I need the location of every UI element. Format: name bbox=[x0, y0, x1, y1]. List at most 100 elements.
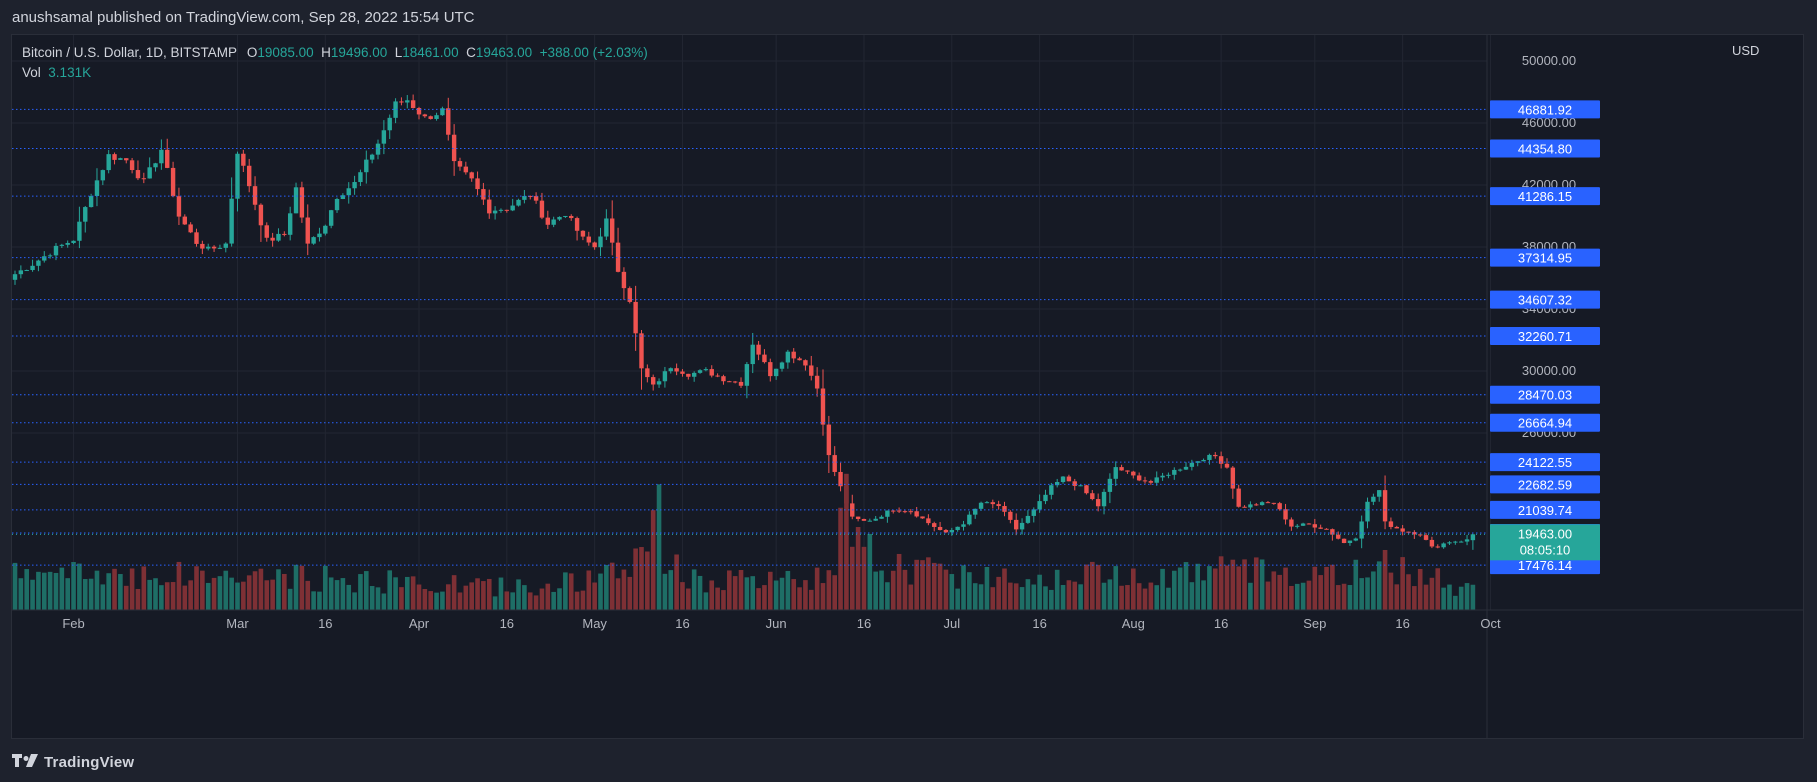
candle-body bbox=[83, 207, 88, 222]
volume-bar bbox=[1019, 587, 1025, 610]
candle-body bbox=[200, 243, 205, 249]
volume-bar bbox=[375, 587, 381, 610]
volume-bar bbox=[1441, 587, 1446, 610]
candle-body bbox=[732, 381, 738, 383]
candle-body bbox=[615, 242, 621, 272]
candle-body bbox=[194, 232, 199, 244]
volume-bar bbox=[797, 587, 802, 610]
candle-body bbox=[1429, 539, 1435, 547]
candle-body bbox=[141, 178, 147, 180]
candle-body bbox=[768, 362, 773, 377]
candle-body bbox=[580, 230, 586, 237]
candle-body bbox=[1031, 509, 1036, 516]
candle-body bbox=[639, 333, 644, 369]
candle-body bbox=[984, 502, 990, 504]
volume-bar bbox=[592, 582, 597, 610]
volume-label[interactable]: Vol bbox=[22, 65, 41, 80]
volume-bar bbox=[1253, 557, 1259, 610]
candle-body bbox=[1400, 528, 1405, 532]
candle-body bbox=[1418, 534, 1423, 536]
volume-bar bbox=[609, 562, 615, 610]
volume-bar bbox=[352, 592, 357, 610]
volume-bar bbox=[896, 553, 902, 610]
volume-bar bbox=[527, 592, 533, 610]
volume-bar bbox=[65, 578, 70, 610]
time-axis-label: 16 bbox=[500, 616, 514, 631]
candle-body bbox=[410, 100, 416, 109]
candle-body bbox=[124, 158, 129, 161]
candle-body bbox=[18, 270, 24, 275]
candle-body bbox=[1043, 494, 1048, 502]
volume-bar bbox=[1335, 585, 1341, 610]
candle-body bbox=[1230, 467, 1236, 489]
symbol-title[interactable]: Bitcoin / U.S. Dollar, 1D, BITSTAMP bbox=[22, 45, 238, 60]
volume-bar bbox=[241, 581, 246, 610]
volume-bar bbox=[668, 570, 674, 610]
volume-bar bbox=[77, 563, 82, 610]
volume-bar bbox=[457, 592, 463, 610]
volume-bar bbox=[984, 567, 990, 610]
candle-body bbox=[323, 225, 328, 234]
volume-bar bbox=[364, 571, 369, 610]
volume-bar bbox=[53, 572, 59, 610]
volume-bar bbox=[656, 484, 662, 610]
time-axis-label: May bbox=[582, 616, 607, 631]
candle-body bbox=[1318, 527, 1323, 529]
candle-body bbox=[1435, 546, 1440, 548]
volume-bar bbox=[36, 571, 41, 610]
volume-bar bbox=[674, 554, 679, 610]
volume-bar bbox=[990, 587, 996, 610]
volume-bar bbox=[645, 551, 650, 610]
candle-body bbox=[1312, 524, 1318, 528]
candle-body bbox=[1113, 467, 1118, 479]
candle-body bbox=[416, 108, 422, 115]
volume-bar bbox=[1382, 549, 1388, 610]
candle-body bbox=[1377, 490, 1382, 497]
volume-bar bbox=[908, 584, 914, 610]
candle-body bbox=[1084, 485, 1089, 494]
candle-body bbox=[955, 526, 960, 531]
volume-bar bbox=[504, 591, 510, 610]
price-level-label: 46881.92 bbox=[1518, 102, 1572, 117]
volume-bar bbox=[1119, 585, 1124, 610]
candle-body bbox=[668, 368, 673, 372]
price-level-label: 32260.71 bbox=[1518, 329, 1572, 344]
volume-bar bbox=[1359, 578, 1364, 610]
volume-bar bbox=[182, 585, 188, 610]
candle-body bbox=[721, 376, 726, 382]
last-price-label: 19463.00 bbox=[1518, 526, 1572, 541]
candle-body bbox=[235, 153, 240, 199]
candle-body bbox=[1019, 522, 1025, 530]
candle-body bbox=[346, 188, 351, 196]
price-level-badge bbox=[1490, 385, 1600, 404]
volume-bar bbox=[88, 578, 94, 610]
volume-bar bbox=[264, 580, 270, 610]
candle-body bbox=[1388, 521, 1394, 527]
volume-bar bbox=[1277, 574, 1282, 610]
candle-body bbox=[785, 351, 791, 363]
volume-value: 3.131K bbox=[48, 65, 92, 80]
candlestick-chart[interactable]: 50000.0046000.0042000.0038000.0034000.00… bbox=[12, 35, 1804, 739]
candle-body bbox=[53, 245, 59, 256]
volume-bar bbox=[1107, 579, 1113, 610]
ohlc-row: Bitcoin / U.S. Dollar, 1D, BITSTAMP O190… bbox=[22, 45, 648, 60]
volume-bar bbox=[510, 592, 515, 610]
candle-body bbox=[446, 108, 451, 135]
volume-bar bbox=[715, 587, 720, 610]
price-tick-label: 46000.00 bbox=[1522, 115, 1576, 130]
volume-bar bbox=[1365, 577, 1370, 610]
candle-body bbox=[1160, 475, 1165, 478]
attribution-text: anushsamal published on TradingView.com,… bbox=[12, 9, 475, 26]
currency-label[interactable]: USD bbox=[1732, 43, 1760, 58]
candle-body bbox=[557, 216, 562, 220]
last-price-badge bbox=[1490, 524, 1600, 561]
candle-body bbox=[586, 236, 591, 243]
candle-body bbox=[551, 219, 556, 225]
candle-body bbox=[1177, 469, 1183, 471]
volume-bar bbox=[112, 568, 117, 610]
chart-pane[interactable]: 50000.0046000.0042000.0038000.0034000.00… bbox=[11, 34, 1804, 739]
volume-bar bbox=[451, 575, 457, 610]
volume-bar bbox=[627, 576, 633, 610]
candle-body bbox=[487, 199, 492, 214]
candle-body bbox=[94, 180, 100, 197]
